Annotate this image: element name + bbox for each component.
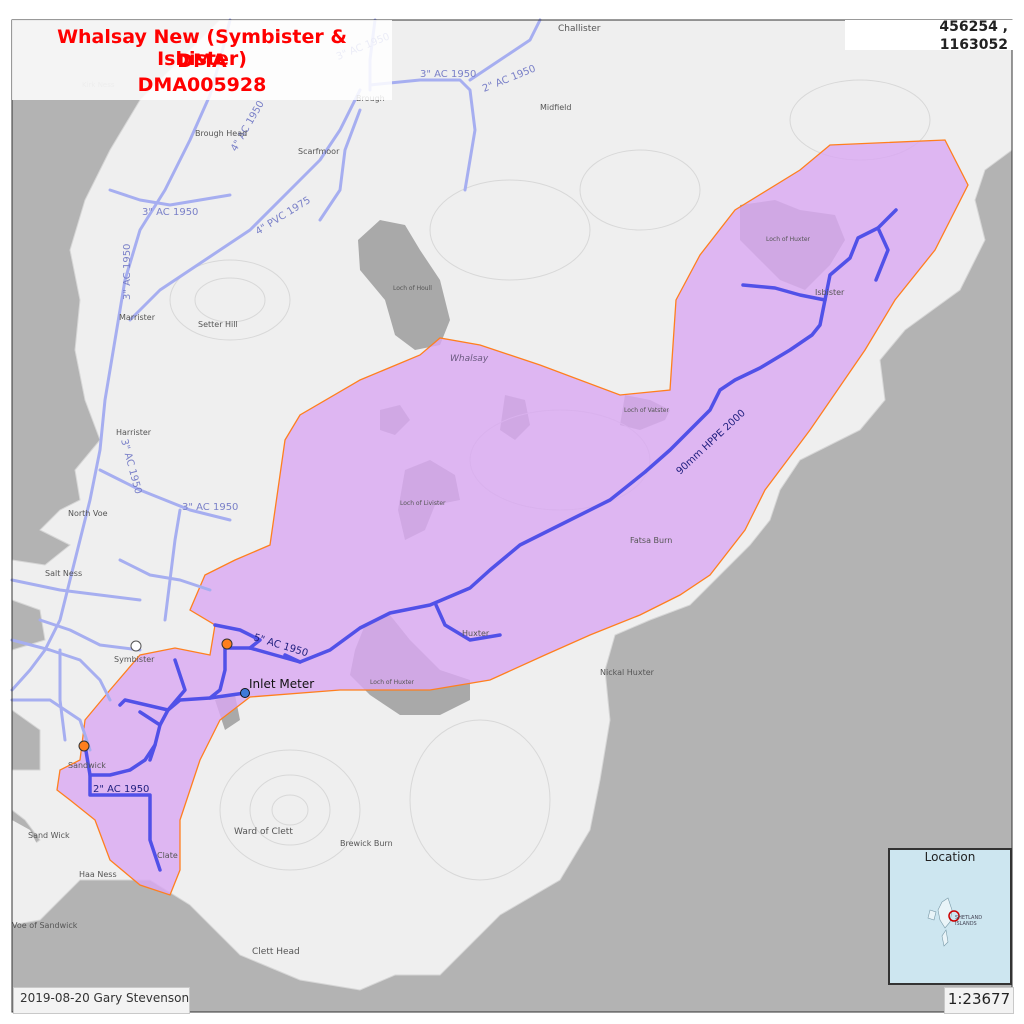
svg-text:Sandwick: Sandwick [68,761,106,770]
inset-title: Location [924,850,976,864]
location-inset[interactable] [888,848,1012,985]
svg-text:3" AC 1950: 3" AC 1950 [122,244,133,300]
svg-text:Huxter: Huxter [462,629,490,638]
ferry-terminal-icon [130,640,142,652]
svg-text:Haa Ness: Haa Ness [79,870,117,879]
title-panel [12,20,392,100]
svg-text:Setter Hill: Setter Hill [198,320,238,329]
contours [169,79,931,881]
svg-text:Symbister: Symbister [114,655,155,664]
author-credit: 2019-08-20 Gary Stevenson [20,991,190,1005]
svg-text:Clate: Clate [157,851,178,860]
inset-label: SHETLAND ISLANDS [955,915,983,927]
existing-network [10,18,542,752]
svg-text:Midfield: Midfield [540,103,571,112]
svg-text:Loch of Huxter: Loch of Huxter [766,236,811,243]
svg-text:Loch of Livister: Loch of Livister [400,500,446,507]
valve-marker[interactable] [78,740,90,752]
svg-text:Whalsay: Whalsay [450,354,489,364]
place-labels: Challister Brough Midfield Brough Head S… [12,24,845,957]
scale-panel [944,987,1014,1014]
coordinate-readout: 456254 , 1163052 [939,19,1008,53]
credit-panel [13,987,190,1014]
dma-id: DMA005928 [137,74,267,96]
svg-text:3" AC 1950: 3" AC 1950 [142,207,198,218]
location-marker [948,910,960,922]
southwest-land [12,820,45,880]
svg-text:North Voe: North Voe [68,509,108,518]
map-title: Whalsay New (Symbister & Isbister) [57,26,347,70]
dma-network [83,208,898,872]
svg-text:Scarfmoor: Scarfmoor [298,147,340,156]
svg-text:Clett Head: Clett Head [252,947,300,957]
svg-text:Loch of Huxter: Loch of Huxter [370,679,415,686]
shetland-islands-shape [927,897,953,947]
svg-text:Brough Head: Brough Head [195,129,247,138]
loch-houll [358,220,450,350]
svg-text:Nickal Huxter: Nickal Huxter [600,668,655,677]
pipe-2ac-label: 2" AC 1950 [93,784,149,795]
svg-text:Isbister: Isbister [815,288,845,297]
svg-text:Harrister: Harrister [116,428,152,437]
svg-text:Ward of Clett: Ward of Clett [234,827,293,837]
svg-text:Loch of Houll: Loch of Houll [393,285,432,292]
coordinate-panel [845,20,1015,50]
svg-text:Challister: Challister [558,24,601,34]
svg-text:Loch of Vatster: Loch of Vatster [624,407,669,414]
map-subtitle: DMA [177,50,227,72]
svg-text:3" AC 1950: 3" AC 1950 [420,69,476,80]
svg-text:Sand Wick: Sand Wick [28,831,70,840]
map-frame [11,19,1013,1013]
svg-text:Brewick Burn: Brewick Burn [340,839,393,848]
inlet-meter-marker[interactable] [240,688,250,698]
inlet-meter-label: Inlet Meter [249,677,314,691]
scale-readout: 1:23677 [947,990,1011,1008]
svg-text:3" AC 1950: 3" AC 1950 [182,502,238,513]
svg-text:Fatsa Burn: Fatsa Burn [630,536,672,545]
svg-text:Salt Ness: Salt Ness [45,569,82,578]
svg-text:Voe of Sandwick: Voe of Sandwick [12,921,78,930]
dma-area[interactable] [56,139,969,896]
valve-marker[interactable] [221,638,233,650]
svg-text:Marrister: Marrister [119,313,156,322]
